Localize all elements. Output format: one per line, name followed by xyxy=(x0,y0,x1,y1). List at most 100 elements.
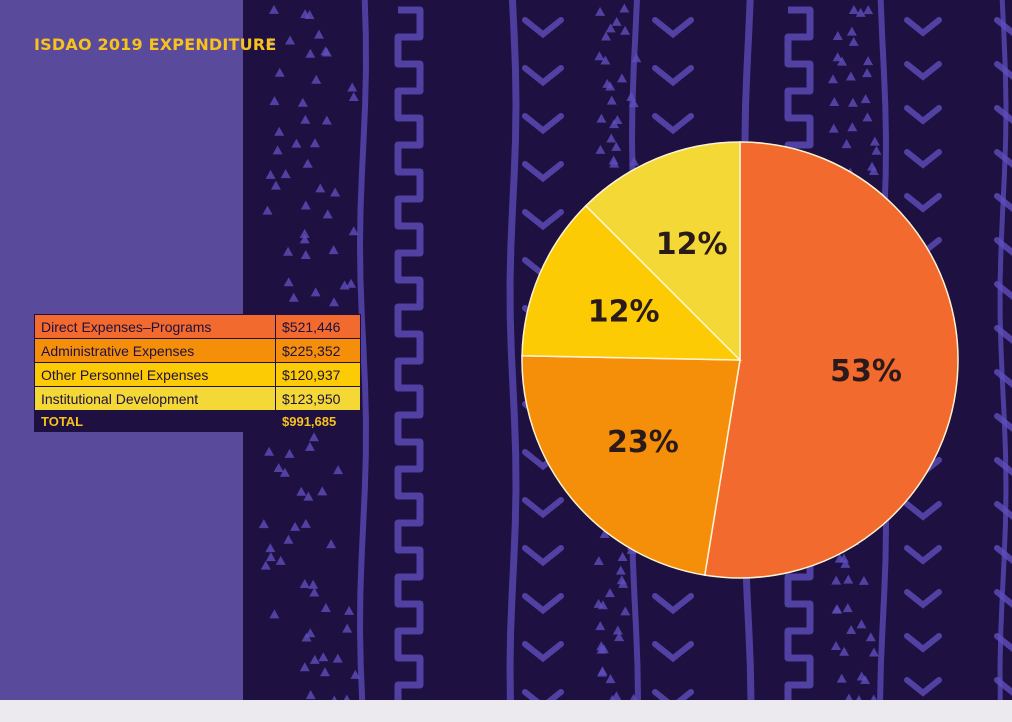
pattern-triangle xyxy=(305,690,316,700)
pattern-triangle xyxy=(273,463,284,473)
pattern-triangle xyxy=(299,662,310,672)
pie-slice xyxy=(584,141,741,362)
pattern-triangle xyxy=(299,228,310,238)
pattern-triangle xyxy=(272,145,283,155)
pattern-chevron xyxy=(994,545,1012,564)
pattern-triangle xyxy=(270,180,281,190)
pattern-triangle xyxy=(328,245,339,255)
pattern-triangle xyxy=(300,250,311,260)
expenditure-table: Direct Expenses–Programs $521,446 Administ… xyxy=(34,314,361,432)
slice-percent-label: 53% xyxy=(830,354,902,389)
pattern-triangle xyxy=(291,138,302,148)
pattern-chevron xyxy=(904,633,942,653)
pattern-triangle xyxy=(601,31,612,41)
pattern-triangle xyxy=(831,575,842,585)
pattern-triangle xyxy=(616,575,627,585)
pattern-triangle xyxy=(265,169,276,179)
pattern-triangle xyxy=(320,602,331,612)
pattern-triangle xyxy=(867,161,878,171)
pattern-triangle xyxy=(346,278,357,288)
pattern-triangle xyxy=(594,51,605,61)
pattern-triangle xyxy=(300,9,311,19)
legend-label: Direct Expenses–Programs xyxy=(34,314,276,339)
pie-chart: 53% 23% 12% 12% xyxy=(521,141,959,579)
pattern-triangle xyxy=(605,81,616,91)
pattern-triangle xyxy=(828,74,839,84)
pattern-triangle xyxy=(283,534,294,544)
pattern-triangle xyxy=(303,491,314,501)
pattern-chevron xyxy=(904,677,942,697)
pattern-triangle xyxy=(332,653,343,663)
pattern-triangle xyxy=(862,68,873,78)
pattern-triangle xyxy=(300,114,311,124)
pattern-chevron xyxy=(994,589,1012,608)
pattern-stripe xyxy=(506,0,520,700)
legend-value: $120,937 xyxy=(275,362,361,387)
pattern-triangle xyxy=(596,113,607,123)
pattern-triangle xyxy=(847,97,858,107)
pattern-chevron xyxy=(522,113,564,135)
pattern-chevron xyxy=(994,457,1012,476)
pattern-chevron xyxy=(994,501,1012,520)
pattern-triangle xyxy=(846,26,857,36)
pattern-triangle xyxy=(617,552,628,562)
pattern-chevron xyxy=(652,17,694,39)
pattern-chevron xyxy=(904,501,942,521)
pattern-triangle xyxy=(598,644,609,654)
pattern-triangle xyxy=(299,579,310,589)
pattern-triangle xyxy=(839,646,850,656)
pattern-triangle xyxy=(350,669,361,679)
pattern-chevron xyxy=(904,193,942,213)
legend-label: Administrative Expenses xyxy=(34,338,276,363)
pattern-triangle xyxy=(283,246,294,256)
pattern-chevron xyxy=(652,65,694,87)
pattern-chevron xyxy=(652,689,694,700)
pattern-chevron xyxy=(994,193,1012,212)
pattern-triangle xyxy=(269,96,280,106)
pattern-chevron xyxy=(904,545,942,565)
pattern-triangle xyxy=(871,145,882,155)
pattern-triangle xyxy=(619,3,630,13)
pattern-triangle xyxy=(612,625,623,635)
pattern-triangle xyxy=(321,115,332,125)
pattern-triangle xyxy=(296,486,307,496)
pattern-triangle xyxy=(597,667,608,677)
pattern-triangle xyxy=(829,96,840,106)
pattern-triangle xyxy=(288,292,299,302)
pattern-chevron xyxy=(522,641,564,663)
pattern-triangle xyxy=(605,23,616,33)
pattern-triangle xyxy=(595,621,606,631)
pattern-triangle xyxy=(311,74,322,84)
pattern-triangle xyxy=(326,539,337,549)
pattern-triangle xyxy=(313,29,324,39)
pattern-triangle xyxy=(302,158,313,168)
pattern-triangle xyxy=(262,205,273,215)
legend-label: Institutional Development xyxy=(34,386,276,411)
pattern-triangle xyxy=(344,605,355,615)
pattern-triangle xyxy=(315,183,326,193)
pattern-triangle xyxy=(284,448,295,458)
pattern-chevron xyxy=(994,677,1012,696)
pattern-triangle xyxy=(268,4,279,14)
pattern-triangle xyxy=(309,138,320,148)
pattern-triangle xyxy=(333,465,344,475)
pattern-triangle xyxy=(309,654,320,664)
legend-row: Direct Expenses–Programs $521,446 xyxy=(34,314,361,339)
pattern-triangle xyxy=(348,92,359,102)
pattern-triangle xyxy=(611,691,622,700)
pattern-triangle xyxy=(841,139,852,149)
pattern-triangle xyxy=(628,98,639,108)
pattern-triangle xyxy=(608,155,619,165)
pattern-triangle xyxy=(865,632,876,642)
pattern-triangle xyxy=(305,628,316,638)
pattern-triangle xyxy=(606,95,617,105)
pattern-triangle xyxy=(260,560,271,570)
pattern-triangle xyxy=(831,604,842,614)
pattern-triangle xyxy=(285,35,296,45)
pattern-triangle xyxy=(300,200,311,210)
pie-slice xyxy=(521,355,741,576)
pattern-chevron xyxy=(522,545,564,567)
pattern-triangle xyxy=(629,156,640,166)
pattern-stripe xyxy=(356,0,369,700)
pattern-triangle xyxy=(832,52,843,62)
